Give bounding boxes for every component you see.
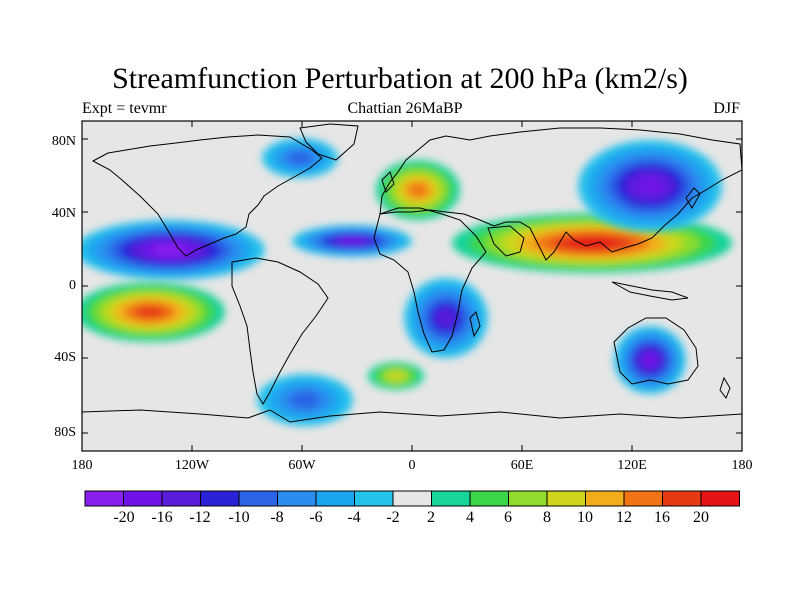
x-tick-label: 120E [617,458,647,473]
contour-level [289,391,321,409]
coastline-south-america [231,257,329,405]
colorbar-label: 10 [577,509,593,526]
map-title: Streamfunction Perturbation at 200 hPa (… [112,62,688,95]
colorbar-box [84,490,124,507]
coastline-uk [381,171,395,193]
colorbar-box [431,490,471,507]
coastline-greenland [299,123,359,161]
contour-level [287,151,313,165]
north-pacific-low [82,220,265,280]
x-tick-label: 60W [288,458,316,473]
colorbar-box [315,490,355,507]
x-tick-label: 120W [174,458,210,473]
colorbar-box [123,490,163,507]
colorbar-box [700,490,740,507]
coastline-africa [373,207,487,353]
y-tick-label: 80S [54,425,76,440]
contour-level [642,353,658,367]
x-tick-label: 0 [408,458,416,473]
y-tick-label: 80N [51,134,76,149]
x-tick-label: 180 [731,458,753,473]
colorbar-label: 12 [616,509,632,526]
coastline-arabia [487,225,525,257]
colorbar-label: 16 [654,509,670,526]
season-label: DJF [713,100,740,117]
coastline-new-zealand [719,376,731,400]
contour-level [153,244,187,256]
x-tick-label: 60E [510,458,534,473]
axis-ticks [81,121,743,451]
south-atlantic-high [368,362,424,390]
colorbar-box [623,490,663,507]
contour-fields [82,138,732,426]
equatorial-atlantic-low [292,225,412,257]
colorbar-box [546,490,586,507]
coastline-australia [613,317,699,385]
colorbar-box [392,490,432,507]
colorbar-label: 6 [504,509,512,526]
colorbar-box [238,490,278,507]
colorbar-label: -2 [386,509,400,526]
colorbar-box [662,490,702,507]
y-tick-label: 40N [51,206,76,221]
europe-high [376,160,460,220]
contour-level [135,306,165,318]
colorbar-label: -12 [189,509,211,526]
colorbar-label: -20 [113,509,135,526]
experiment-label: Expt = tevmr [82,100,167,117]
contour-level [635,176,665,196]
contour-level [408,183,428,197]
colorbar-label: -16 [151,509,173,526]
colorbar-label: -8 [270,509,284,526]
x-tick-label: 180 [71,458,93,473]
colorbar-label: 4 [466,509,474,526]
contour-level [436,308,456,328]
contour-level [567,237,617,249]
colorbar-box [354,490,394,507]
coastline-north-america [91,134,323,257]
colorbar-box [200,490,240,507]
coastline-antarctica [82,409,742,423]
colorbar-box [161,490,201,507]
period-label: Chattian 26MaBP [347,100,463,117]
colorbar-label: -6 [309,509,323,526]
southern-africa-low [404,278,488,358]
southern-south-america-low [257,374,353,426]
south-pacific-high [82,282,225,342]
coastline-madagascar [469,311,481,338]
coastline-indonesia [611,281,689,301]
coastline-japan [685,187,701,209]
northwest-pacific-low [578,140,722,232]
y-tick-label: 0 [69,278,76,293]
colorbar [84,490,740,507]
australia-low [614,326,686,394]
colorbar-label: 2 [427,509,435,526]
south-asia-high [452,213,732,273]
colorbar-label: -4 [347,509,361,526]
colorbar-label: -10 [228,509,250,526]
contour-level [340,237,364,245]
colorbar-box [469,490,509,507]
colorbar-label: 20 [693,509,709,526]
coastline-eurasia [379,127,742,261]
contour-level [386,371,406,381]
coastlines [82,123,742,423]
colorbar-box [277,490,317,507]
northern-canada-low [262,138,338,178]
colorbar-label: 8 [543,509,551,526]
colorbar-box [508,490,548,507]
colorbar-box [585,490,625,507]
y-tick-label: 40S [54,350,76,365]
